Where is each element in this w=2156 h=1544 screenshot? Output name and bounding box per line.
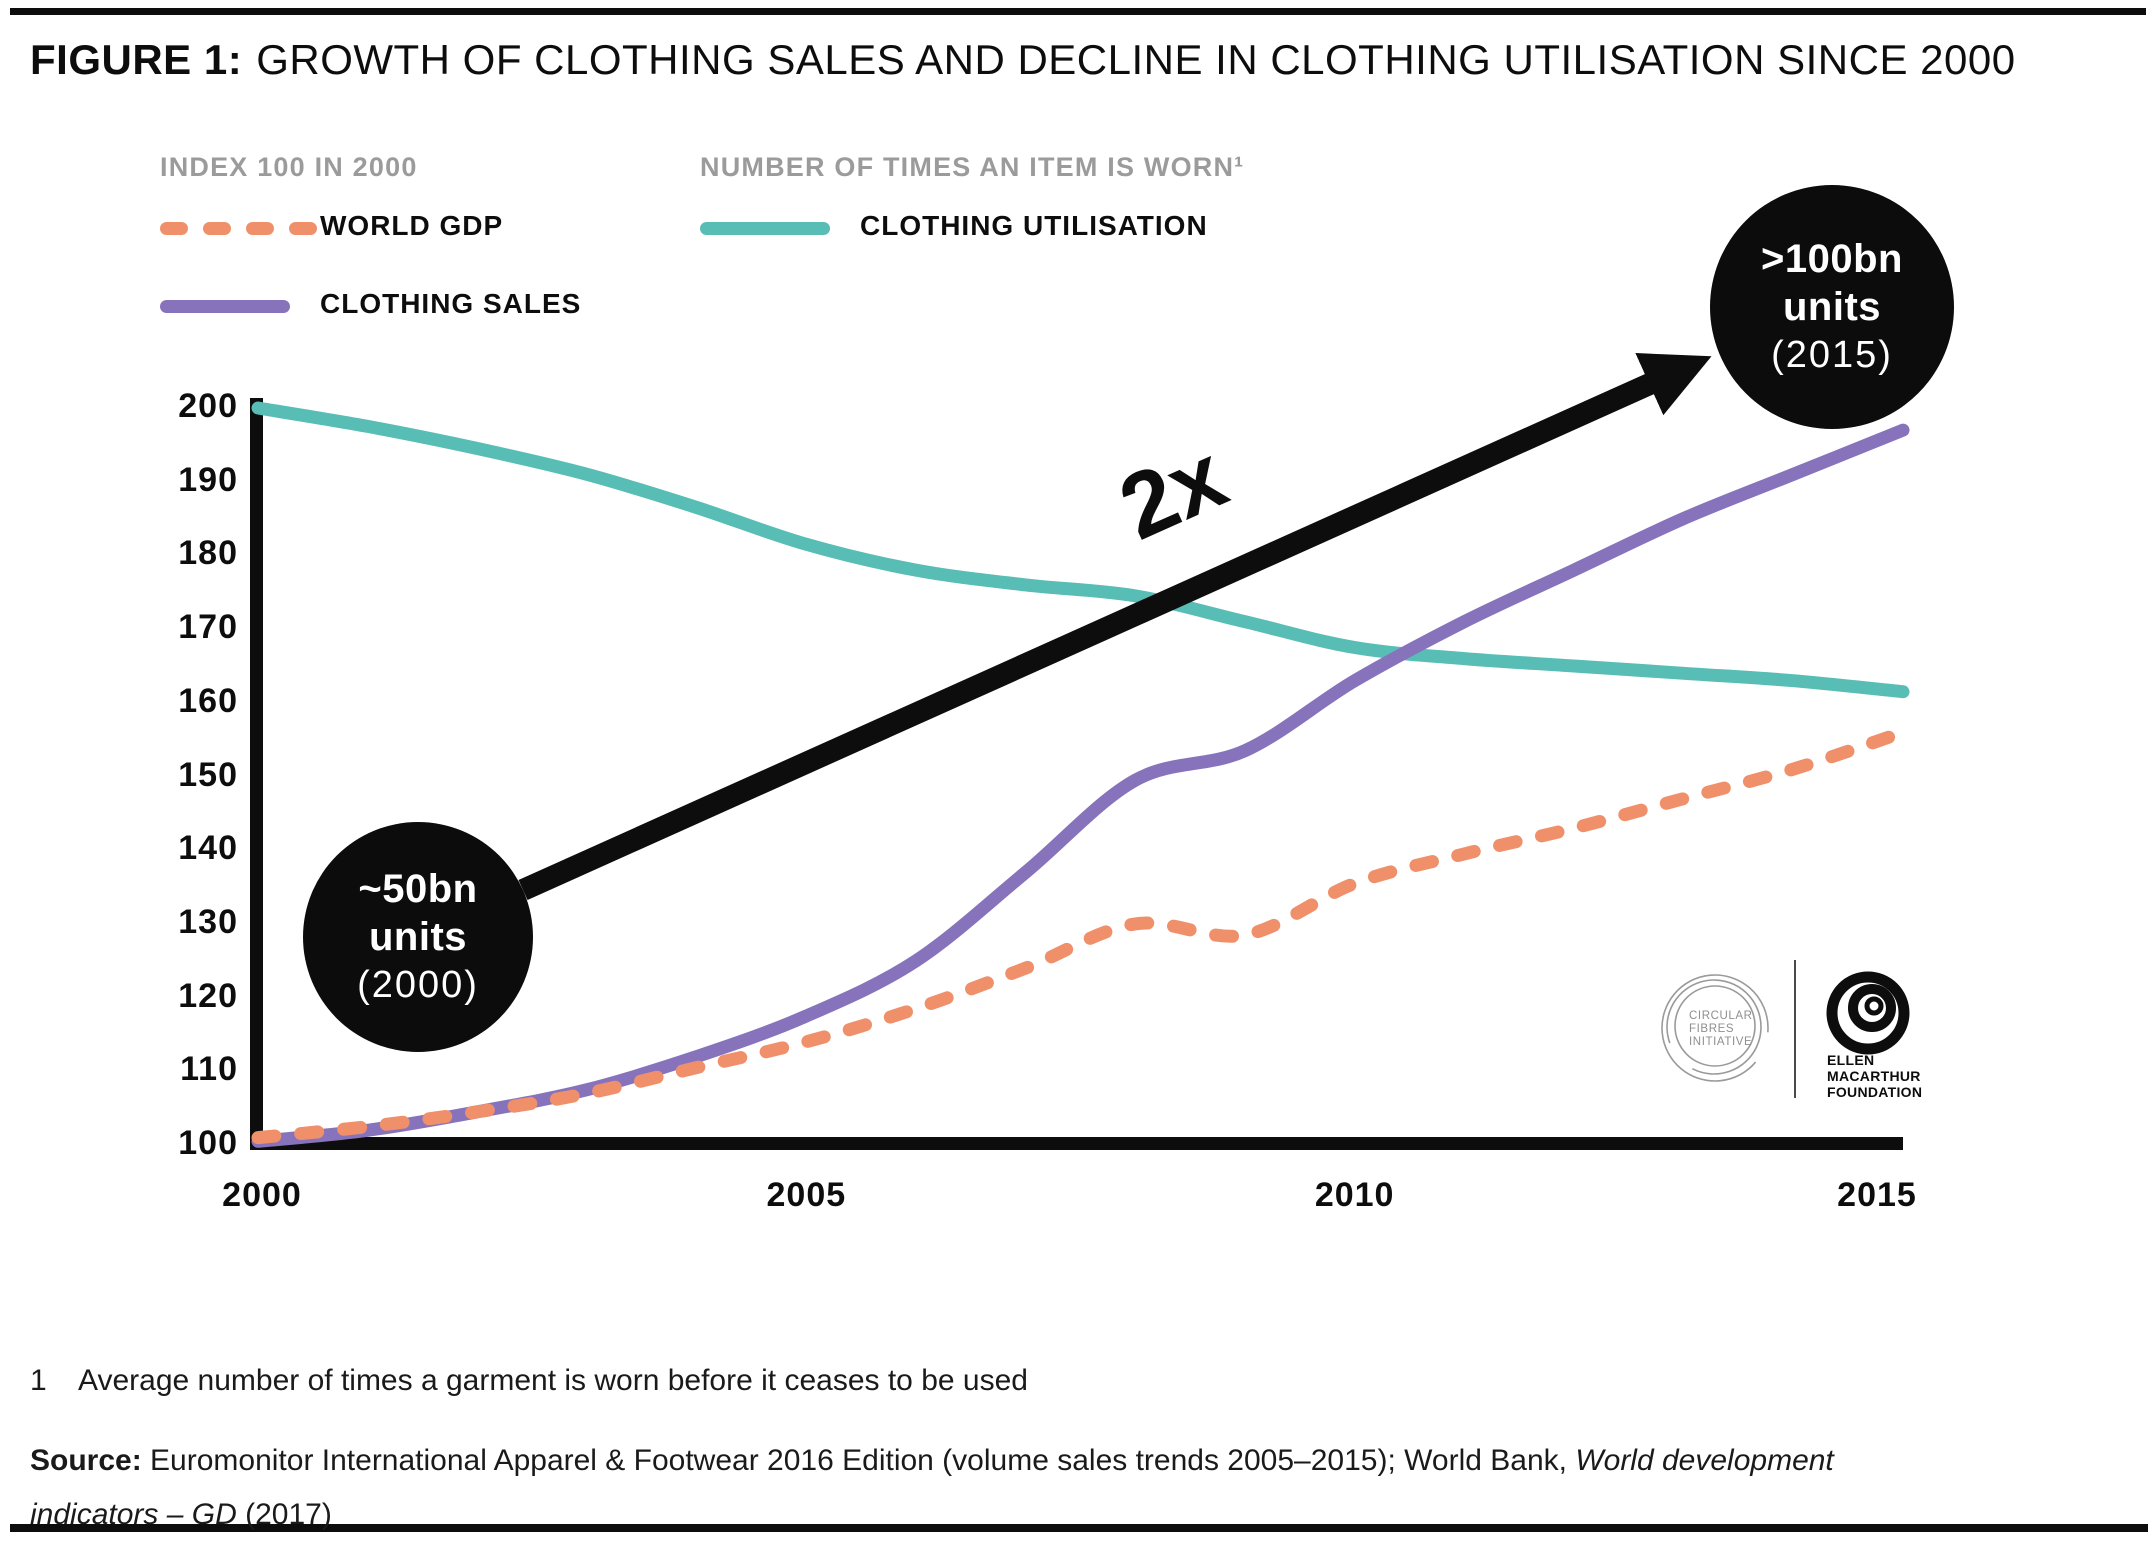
y-tick-label: 160 — [178, 681, 238, 720]
legend-label-clothing-sales: CLOTHING SALES — [320, 288, 582, 319]
footnote-number: 1 — [30, 1364, 47, 1397]
y-tick-label: 180 — [178, 534, 238, 573]
y-tick-label: 190 — [178, 460, 238, 499]
start-bubble-line3: (2000) — [357, 964, 479, 1006]
y-tick-label: 170 — [178, 608, 238, 647]
y-axis-line — [250, 398, 263, 1150]
legend-label-clothing-utilisation: CLOTHING UTILISATION — [860, 210, 1208, 241]
y-tick-label: 120 — [178, 976, 238, 1015]
logo-divider — [1794, 960, 1796, 1098]
footnote: 1 Average number of times a garment is w… — [30, 1364, 1028, 1398]
x-tick-label: 2000 — [222, 1176, 302, 1214]
world-gdp-swatch-icon — [160, 222, 317, 235]
legend-group2-title: NUMBER OF TIMES AN ITEM IS WORN¹ — [700, 152, 1245, 182]
end-bubble-line3: (2015) — [1771, 334, 1893, 376]
svg-text:FIBRES: FIBRES — [1689, 1023, 1734, 1035]
x-tick-label: 2010 — [1314, 1176, 1395, 1214]
start-bubble-line2: units — [368, 915, 468, 959]
ellen-macarthur-foundation-logo-text: ELLEN MACARTHUR FOUNDATION — [1827, 1052, 1923, 1100]
end-units-bubble: >100bn units (2015) — [1710, 185, 1954, 429]
series-line-world-gdp — [251, 725, 1910, 1145]
page-title: FIGURE 1: GROWTH OF CLOTHING SALES AND DE… — [30, 36, 2016, 84]
end-bubble-line1: >100bn — [1761, 237, 1903, 281]
legend-label-world-gdp: WORLD GDP — [320, 210, 504, 241]
svg-text:INITIATIVE: INITIATIVE — [1689, 1036, 1752, 1048]
bottom-rule — [10, 1524, 2148, 1532]
legend-group1-title: INDEX 100 IN 2000 — [160, 152, 418, 182]
x-tick-label: 2015 — [1837, 1176, 1917, 1214]
source-label: Source: — [30, 1444, 142, 1477]
circular-fibres-initiative-logo: CIRCULAR FIBRES INITIATIVE — [1661, 974, 1769, 1082]
y-tick-label: 140 — [178, 829, 238, 868]
y-tick-label: 110 — [180, 1050, 238, 1089]
series-line-clothing-utilisation — [251, 401, 1910, 699]
growth-arrow — [518, 353, 1712, 901]
y-tick-label: 100 — [178, 1124, 238, 1162]
ellen-macarthur-foundation-logo-icon — [1826, 971, 1910, 1055]
figure-title-text: GROWTH OF CLOTHING SALES AND DECLINE IN … — [256, 36, 2016, 83]
figure-label: FIGURE 1: — [30, 36, 243, 83]
x-tick-label: 2005 — [766, 1176, 847, 1214]
y-tick-label: 130 — [178, 902, 238, 941]
start-bubble-line1: ~50bn — [358, 867, 478, 911]
x-axis-line — [250, 1137, 1903, 1150]
clothing-sales-swatch-icon — [160, 300, 290, 313]
y-tick-label: 150 — [178, 755, 238, 794]
start-units-bubble: ~50bn units (2000) — [303, 822, 533, 1052]
source-note: Source: Euromonitor International Appare… — [30, 1444, 1834, 1531]
svg-text:CIRCULAR: CIRCULAR — [1689, 1010, 1753, 1022]
footnote-text: Average number of times a garment is wor… — [78, 1364, 1028, 1397]
top-rule — [10, 8, 2146, 15]
clothing-utilisation-swatch-icon — [700, 222, 830, 235]
series-line-clothing-sales — [251, 423, 1910, 1148]
y-tick-label: 200 — [178, 387, 238, 425]
end-bubble-line2: units — [1782, 285, 1882, 329]
